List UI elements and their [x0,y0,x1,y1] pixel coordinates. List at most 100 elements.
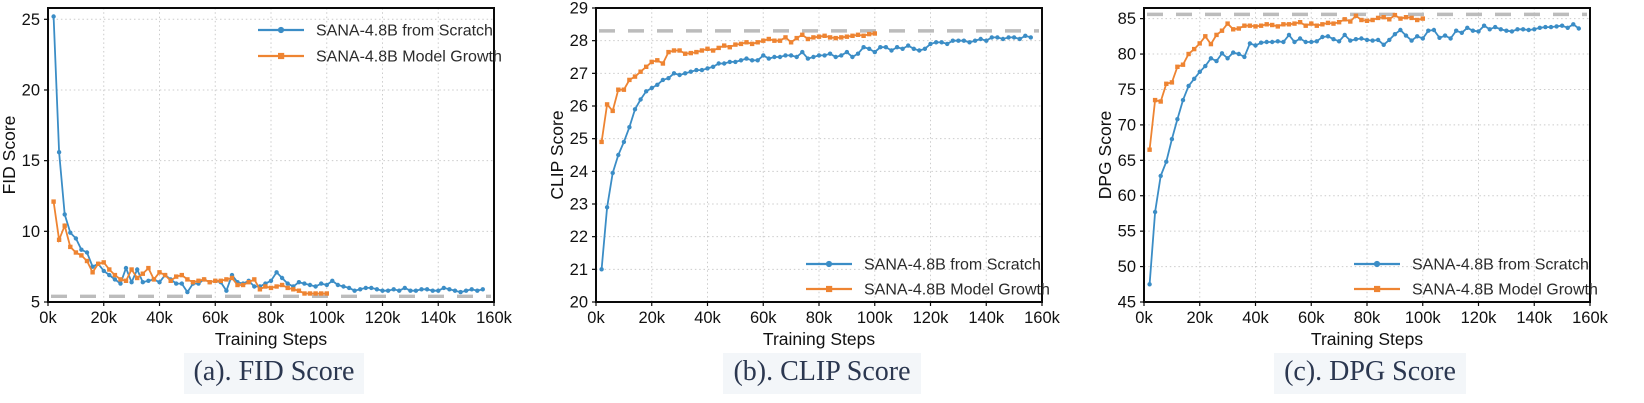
data-point-marker [1314,39,1319,44]
fid-chart-caption: (a). FID Score [0,353,548,395]
data-point-marker [62,212,67,217]
data-point-marker [458,289,463,295]
data-point-marker [1169,80,1175,85]
y-tick-label: 55 [1118,223,1136,241]
legend-label: SANA-4.8B from Scratch [316,23,493,40]
data-point-marker [1286,32,1292,38]
data-point-marker [274,270,279,275]
data-point-marker [722,43,727,48]
data-point-marker [123,265,129,271]
data-point-marker [397,288,402,293]
data-point-marker [1403,33,1409,38]
data-point-marker [162,272,168,278]
data-point-marker [688,50,693,56]
data-point-marker [744,40,749,45]
data-point-marker [413,288,419,293]
data-point-marker [129,280,134,285]
data-point-marker [1158,99,1163,104]
data-point-marker [1192,46,1197,52]
data-point-marker [794,35,799,41]
data-point-marker [73,250,79,255]
data-point-marker [447,287,452,292]
x-axis-title: Training Steps [215,329,327,349]
data-point-marker [861,45,866,50]
data-point-marker [1197,41,1202,46]
data-point-marker [285,281,290,286]
series-line-0 [1148,23,1580,285]
data-point-marker [967,40,972,45]
data-point-marker [644,89,649,94]
data-point-marker [274,284,279,289]
data-point-marker [850,33,855,38]
data-point-marker [788,40,794,45]
data-point-marker [1381,15,1386,20]
data-point-marker [146,278,151,283]
x-tick-label: 20k [638,309,665,327]
data-point-marker [436,288,441,293]
data-point-marker [1331,21,1336,26]
data-point-marker [1342,32,1347,38]
x-tick-label: 160k [1024,309,1061,327]
data-point-marker [632,74,638,79]
data-point-marker [1011,35,1017,40]
y-tick-label: 29 [570,0,588,18]
data-point-marker [112,277,118,282]
data-point-marker [1175,64,1180,69]
data-point-marker [1387,17,1392,22]
data-point-marker [51,14,56,19]
data-point-marker [73,236,79,241]
data-point-marker [616,87,621,92]
data-point-marker [939,40,944,45]
data-point-marker [207,280,212,285]
data-point-marker [1398,16,1403,21]
data-point-marker [811,54,816,60]
data-point-marker [352,288,357,293]
data-point-marker [749,41,755,47]
data-point-marker [380,288,385,293]
data-point-marker [1203,34,1208,39]
data-point-marker [1359,17,1364,23]
data-point-marker [279,275,285,281]
data-point-marker [766,36,771,42]
data-point-marker [844,34,850,39]
caption-text: (c). DPG Score [1274,353,1466,395]
data-point-marker [1415,17,1420,23]
data-point-marker [1309,21,1314,26]
data-point-marker [307,282,313,288]
x-tick-label: 80k [258,309,285,327]
data-point-marker [1520,27,1526,32]
data-point-marker [1236,51,1241,57]
data-point-marker [1481,23,1487,28]
data-point-marker [894,45,900,50]
data-point-marker [989,35,994,40]
data-point-marker [727,45,732,50]
data-point-marker [978,36,983,42]
data-point-marker [833,35,838,41]
data-point-marker [1292,21,1297,26]
data-point-marker [900,46,905,51]
data-point-marker [1392,32,1398,37]
data-point-marker [146,265,151,271]
data-point-marker [1214,32,1219,38]
data-point-marker [430,288,435,293]
data-point-marker [716,61,721,66]
data-point-marker [694,49,699,55]
y-tick-label: 75 [1118,81,1136,99]
data-point-marker [123,278,129,283]
data-point-marker [872,49,877,55]
data-point-marker [1325,34,1331,39]
data-point-marker [84,250,90,255]
data-point-marker [335,282,341,288]
data-point-marker [1571,22,1576,27]
data-point-marker [827,35,833,40]
data-point-marker [1364,37,1370,43]
data-point-marker [1180,62,1186,67]
data-point-marker [1169,136,1175,142]
y-tick-label: 50 [1118,258,1136,276]
legend-square-marker [278,52,285,60]
data-point-marker [1504,28,1509,33]
data-point-marker [1175,117,1180,122]
y-tick-label: 80 [1118,46,1136,64]
data-point-marker [922,46,928,51]
data-point-marker [1186,83,1191,89]
